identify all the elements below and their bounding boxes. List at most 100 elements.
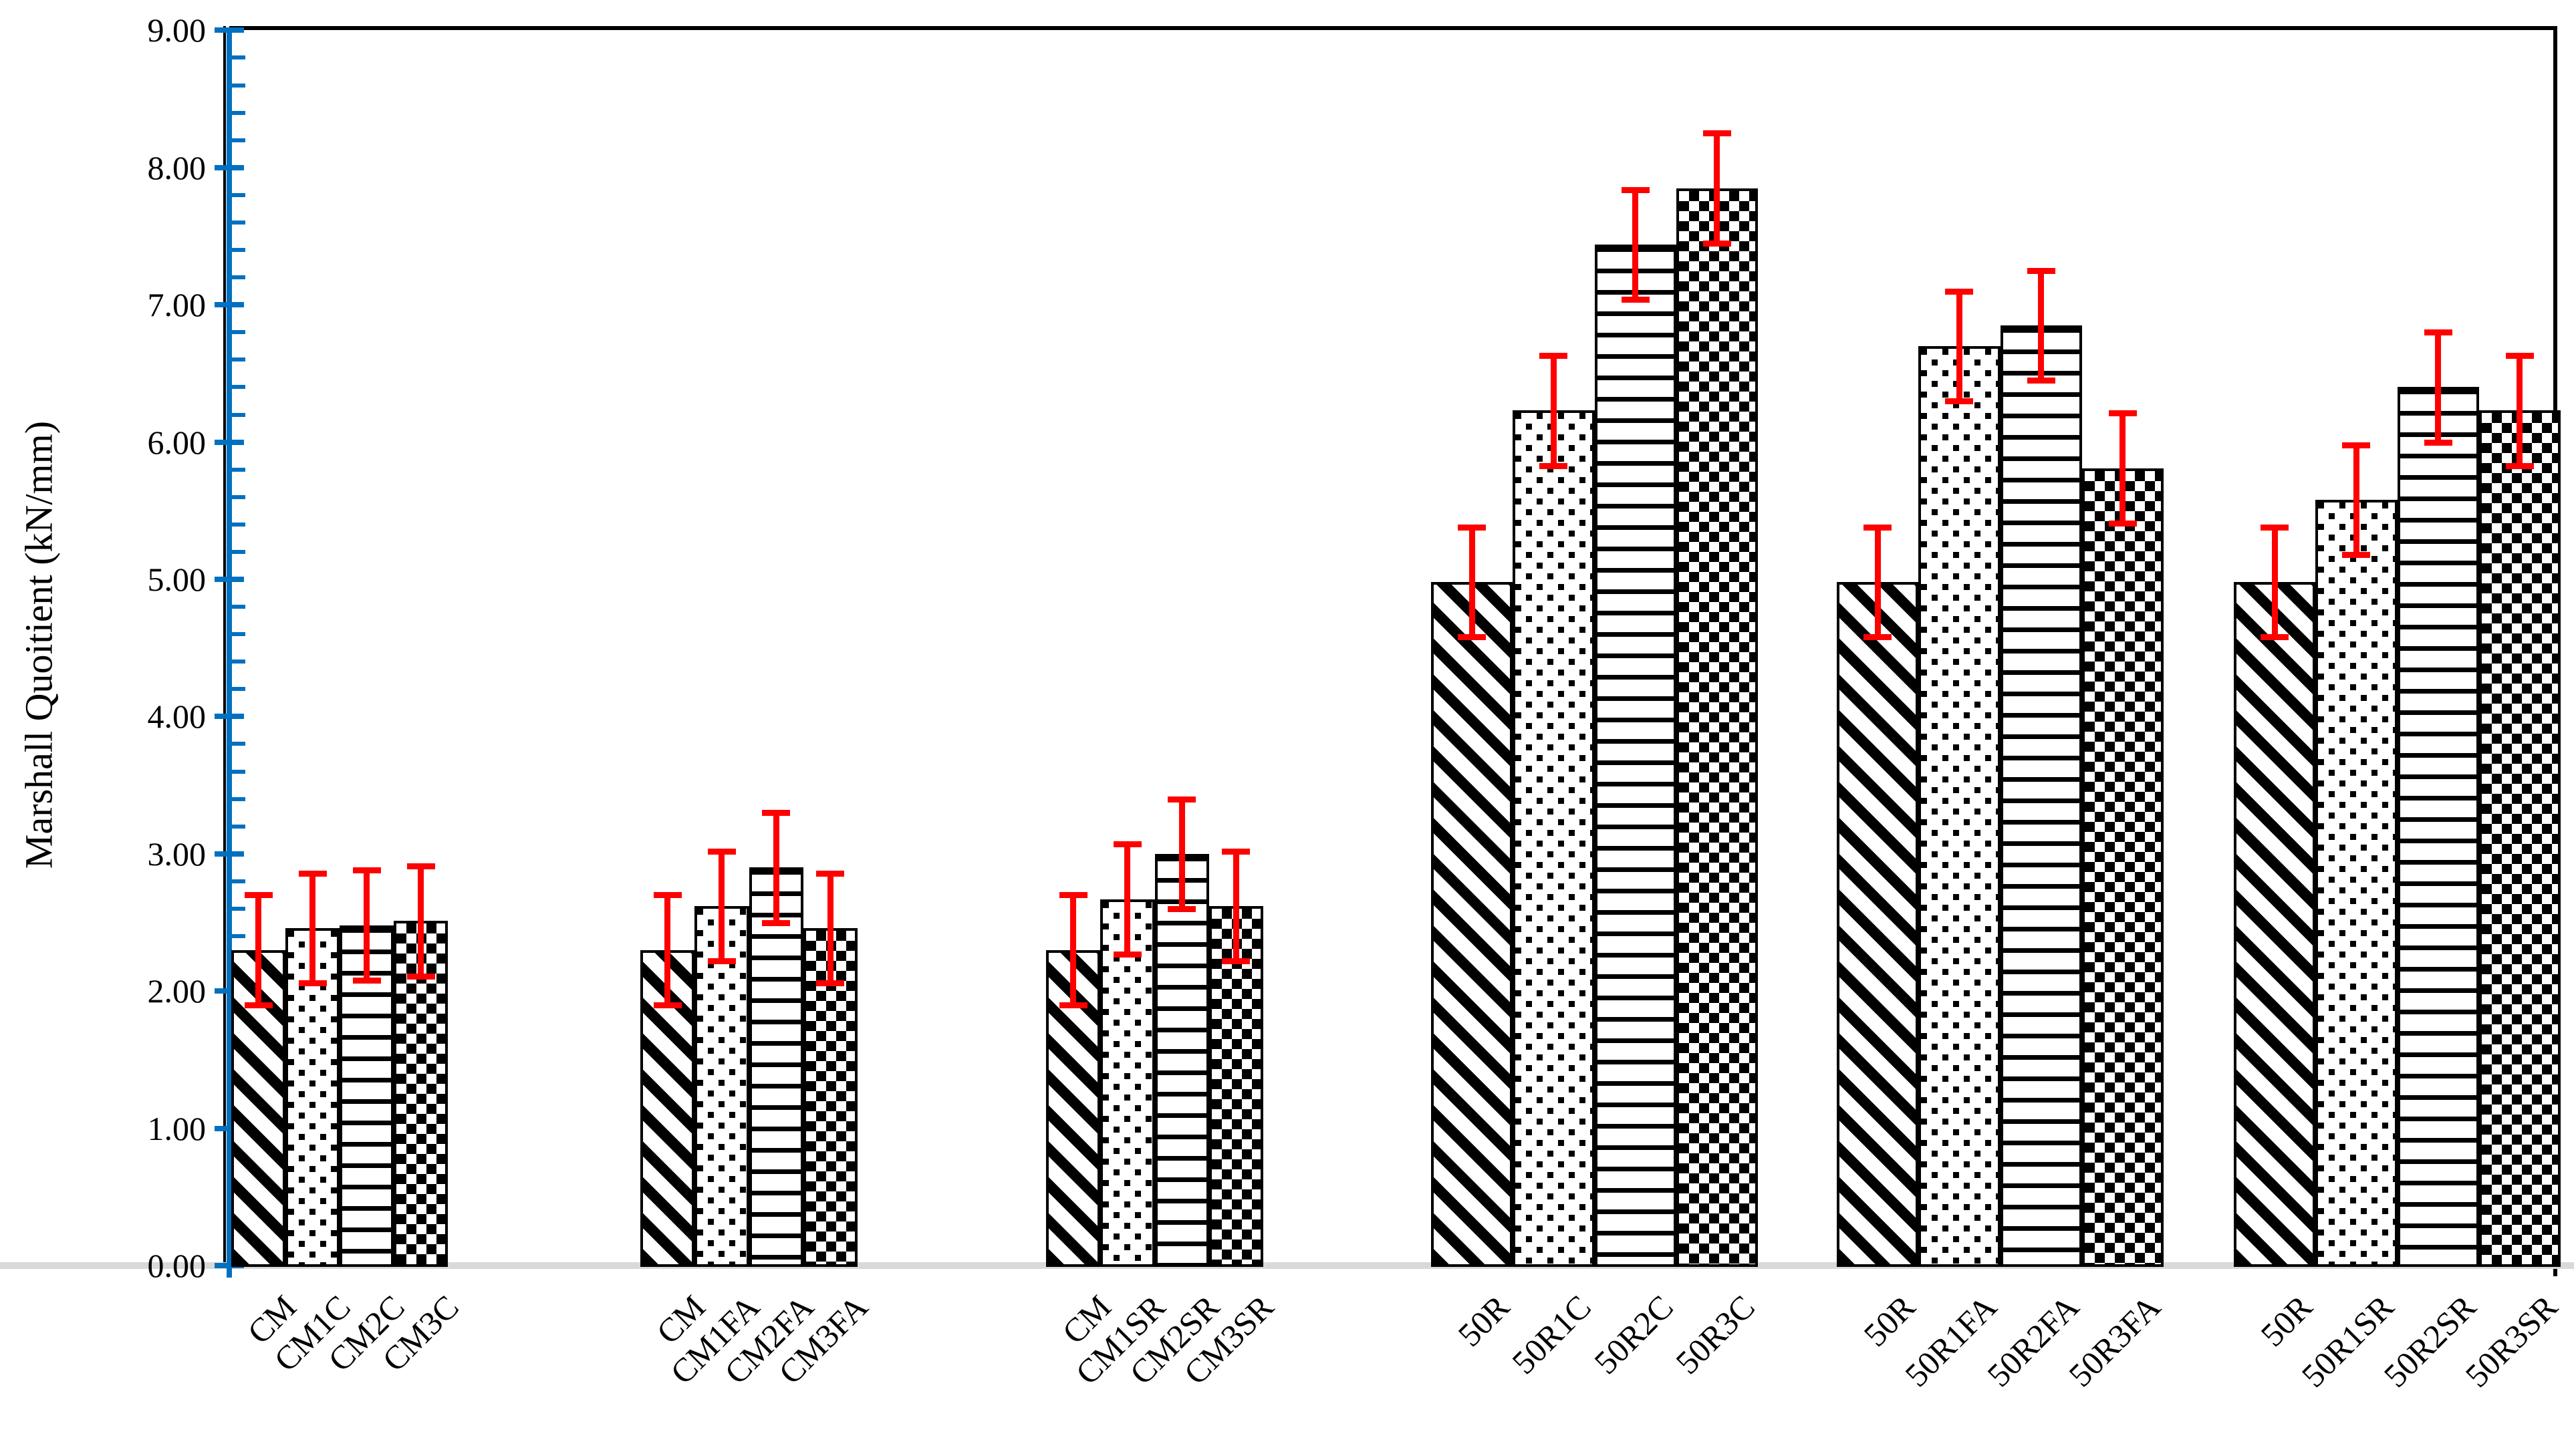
error-bar-cap-top-50R1C [1539, 353, 1568, 359]
error-bar-cap-bottom-CM3SR [1222, 958, 1251, 964]
error-bar-line-50R [2271, 527, 2278, 637]
error-bar-cap-bottom-50R3SR [2505, 462, 2534, 469]
y-minor-tick [232, 357, 245, 362]
y-minor-tick [232, 934, 245, 939]
error-bar-line-50R2C [1632, 189, 1639, 299]
bar-50R2C [1594, 244, 1676, 1267]
error-bar-line-50R1C [1550, 355, 1557, 466]
error-bar-line-50R1FA [1956, 291, 1962, 401]
bar-50R2SR [2397, 387, 2479, 1267]
y-minor-tick [232, 192, 245, 197]
bar-CM1SR [1100, 899, 1155, 1267]
bar-50R2FA [2000, 325, 2082, 1267]
bar-50R1SR [2315, 499, 2398, 1267]
y-minor-tick [232, 660, 245, 664]
error-bar-cap-top-CM [653, 892, 682, 899]
plot-border-left-sliver [223, 26, 226, 1266]
error-bar-line-CM [664, 895, 671, 1005]
y-major-tick [215, 302, 244, 308]
error-bar-cap-top-50R1FA [1945, 288, 1974, 295]
bar-CM1C [285, 927, 340, 1267]
bar-50R1FA [1918, 345, 2001, 1267]
y-major-tick [215, 439, 244, 445]
error-bar-cap-top-50R2C [1621, 186, 1650, 193]
error-bar-cap-top-50R3SR [2505, 353, 2534, 359]
error-bar-cap-bottom-50R1FA [1945, 398, 1974, 404]
error-bar-cap-bottom-50R2C [1621, 296, 1650, 303]
error-bar-cap-top-50R [1458, 524, 1487, 531]
y-minor-tick [232, 248, 245, 253]
y-tick-label: 9.00 [147, 11, 207, 49]
bar-CM2SR [1154, 853, 1209, 1267]
error-bar-line-CM3C [418, 866, 424, 976]
error-bar-cap-bottom-50R2SR [2424, 439, 2452, 446]
y-tick-label: 4.00 [147, 698, 207, 736]
bar-50R [1431, 582, 1513, 1267]
plot-border-top [229, 26, 2557, 31]
y-minor-tick [232, 467, 245, 472]
error-bar-line-50R [1468, 527, 1475, 637]
y-axis-line [227, 30, 232, 1278]
error-bar-cap-bottom-CM [1059, 1002, 1087, 1008]
y-tick-label: 7.00 [147, 286, 207, 324]
y-minor-tick [232, 796, 245, 801]
error-bar-line-CM2SR [1178, 798, 1185, 909]
error-bar-line-50R3C [1714, 133, 1720, 243]
y-minor-tick [232, 110, 245, 115]
y-major-tick [215, 851, 244, 857]
y-minor-tick [232, 687, 245, 692]
y-tick-label: 3.00 [147, 835, 207, 873]
error-bar-cap-bottom-50R3FA [2108, 520, 2137, 527]
x-axis-baseline [0, 1262, 2574, 1269]
y-minor-tick [232, 742, 245, 746]
error-bar-cap-top-50R2SR [2424, 329, 2452, 336]
y-major-tick [215, 27, 244, 33]
error-bar-line-50R3FA [2119, 413, 2126, 523]
y-minor-tick [232, 879, 245, 883]
error-bar-line-CM [1070, 895, 1077, 1005]
y-tick-label: 6.00 [147, 423, 207, 461]
error-bar-cap-top-50R3FA [2108, 410, 2137, 417]
y-minor-tick [232, 632, 245, 637]
error-bar-cap-bottom-CM1FA [707, 958, 736, 964]
error-bar-cap-top-CM2C [352, 867, 381, 874]
error-bar-cap-bottom-CM1SR [1113, 951, 1142, 958]
error-bar-cap-bottom-50R2FA [2027, 378, 2055, 384]
y-minor-tick [232, 220, 245, 225]
bar-50R3FA [2081, 468, 2164, 1267]
error-bar-cap-top-50R [2261, 524, 2289, 531]
error-bar-line-CM [255, 895, 261, 1005]
bar-CM2FA [749, 867, 803, 1267]
error-bar-line-CM1SR [1124, 844, 1131, 954]
bar-50R3C [1676, 188, 1758, 1267]
error-bar-line-50R3SR [2517, 355, 2523, 466]
y-minor-tick [232, 769, 245, 774]
y-minor-tick [232, 385, 245, 390]
y-minor-tick [232, 906, 245, 911]
y-major-tick [215, 577, 244, 582]
y-major-tick [215, 164, 244, 170]
error-bar-cap-top-CM [1059, 892, 1087, 899]
y-tick-label: 8.00 [147, 148, 207, 186]
error-bar-cap-top-50R [1863, 524, 1892, 531]
y-tick-label: 1.00 [147, 1109, 207, 1147]
y-minor-tick [232, 55, 245, 60]
error-bar-cap-top-CM3C [406, 863, 435, 870]
error-bar-cap-bottom-CM3C [406, 973, 435, 980]
error-bar-cap-top-CM [244, 892, 273, 899]
error-bar-cap-top-CM3SR [1222, 848, 1251, 855]
bar-CM3FA [803, 927, 858, 1267]
bar-CM3SR [1208, 905, 1263, 1267]
error-bar-line-CM1FA [719, 851, 725, 961]
y-tick-label: 0.00 [147, 1247, 207, 1284]
error-bar-cap-top-CM1C [298, 870, 327, 877]
bar-CM1FA [694, 905, 749, 1267]
bar-50R [1837, 582, 1919, 1267]
error-bar-cap-bottom-50R [1458, 634, 1487, 641]
error-bar-line-CM2C [364, 870, 370, 980]
bar-CM2C [340, 925, 394, 1267]
y-minor-tick [232, 522, 245, 527]
error-bar-line-50R2SR [2435, 332, 2442, 442]
